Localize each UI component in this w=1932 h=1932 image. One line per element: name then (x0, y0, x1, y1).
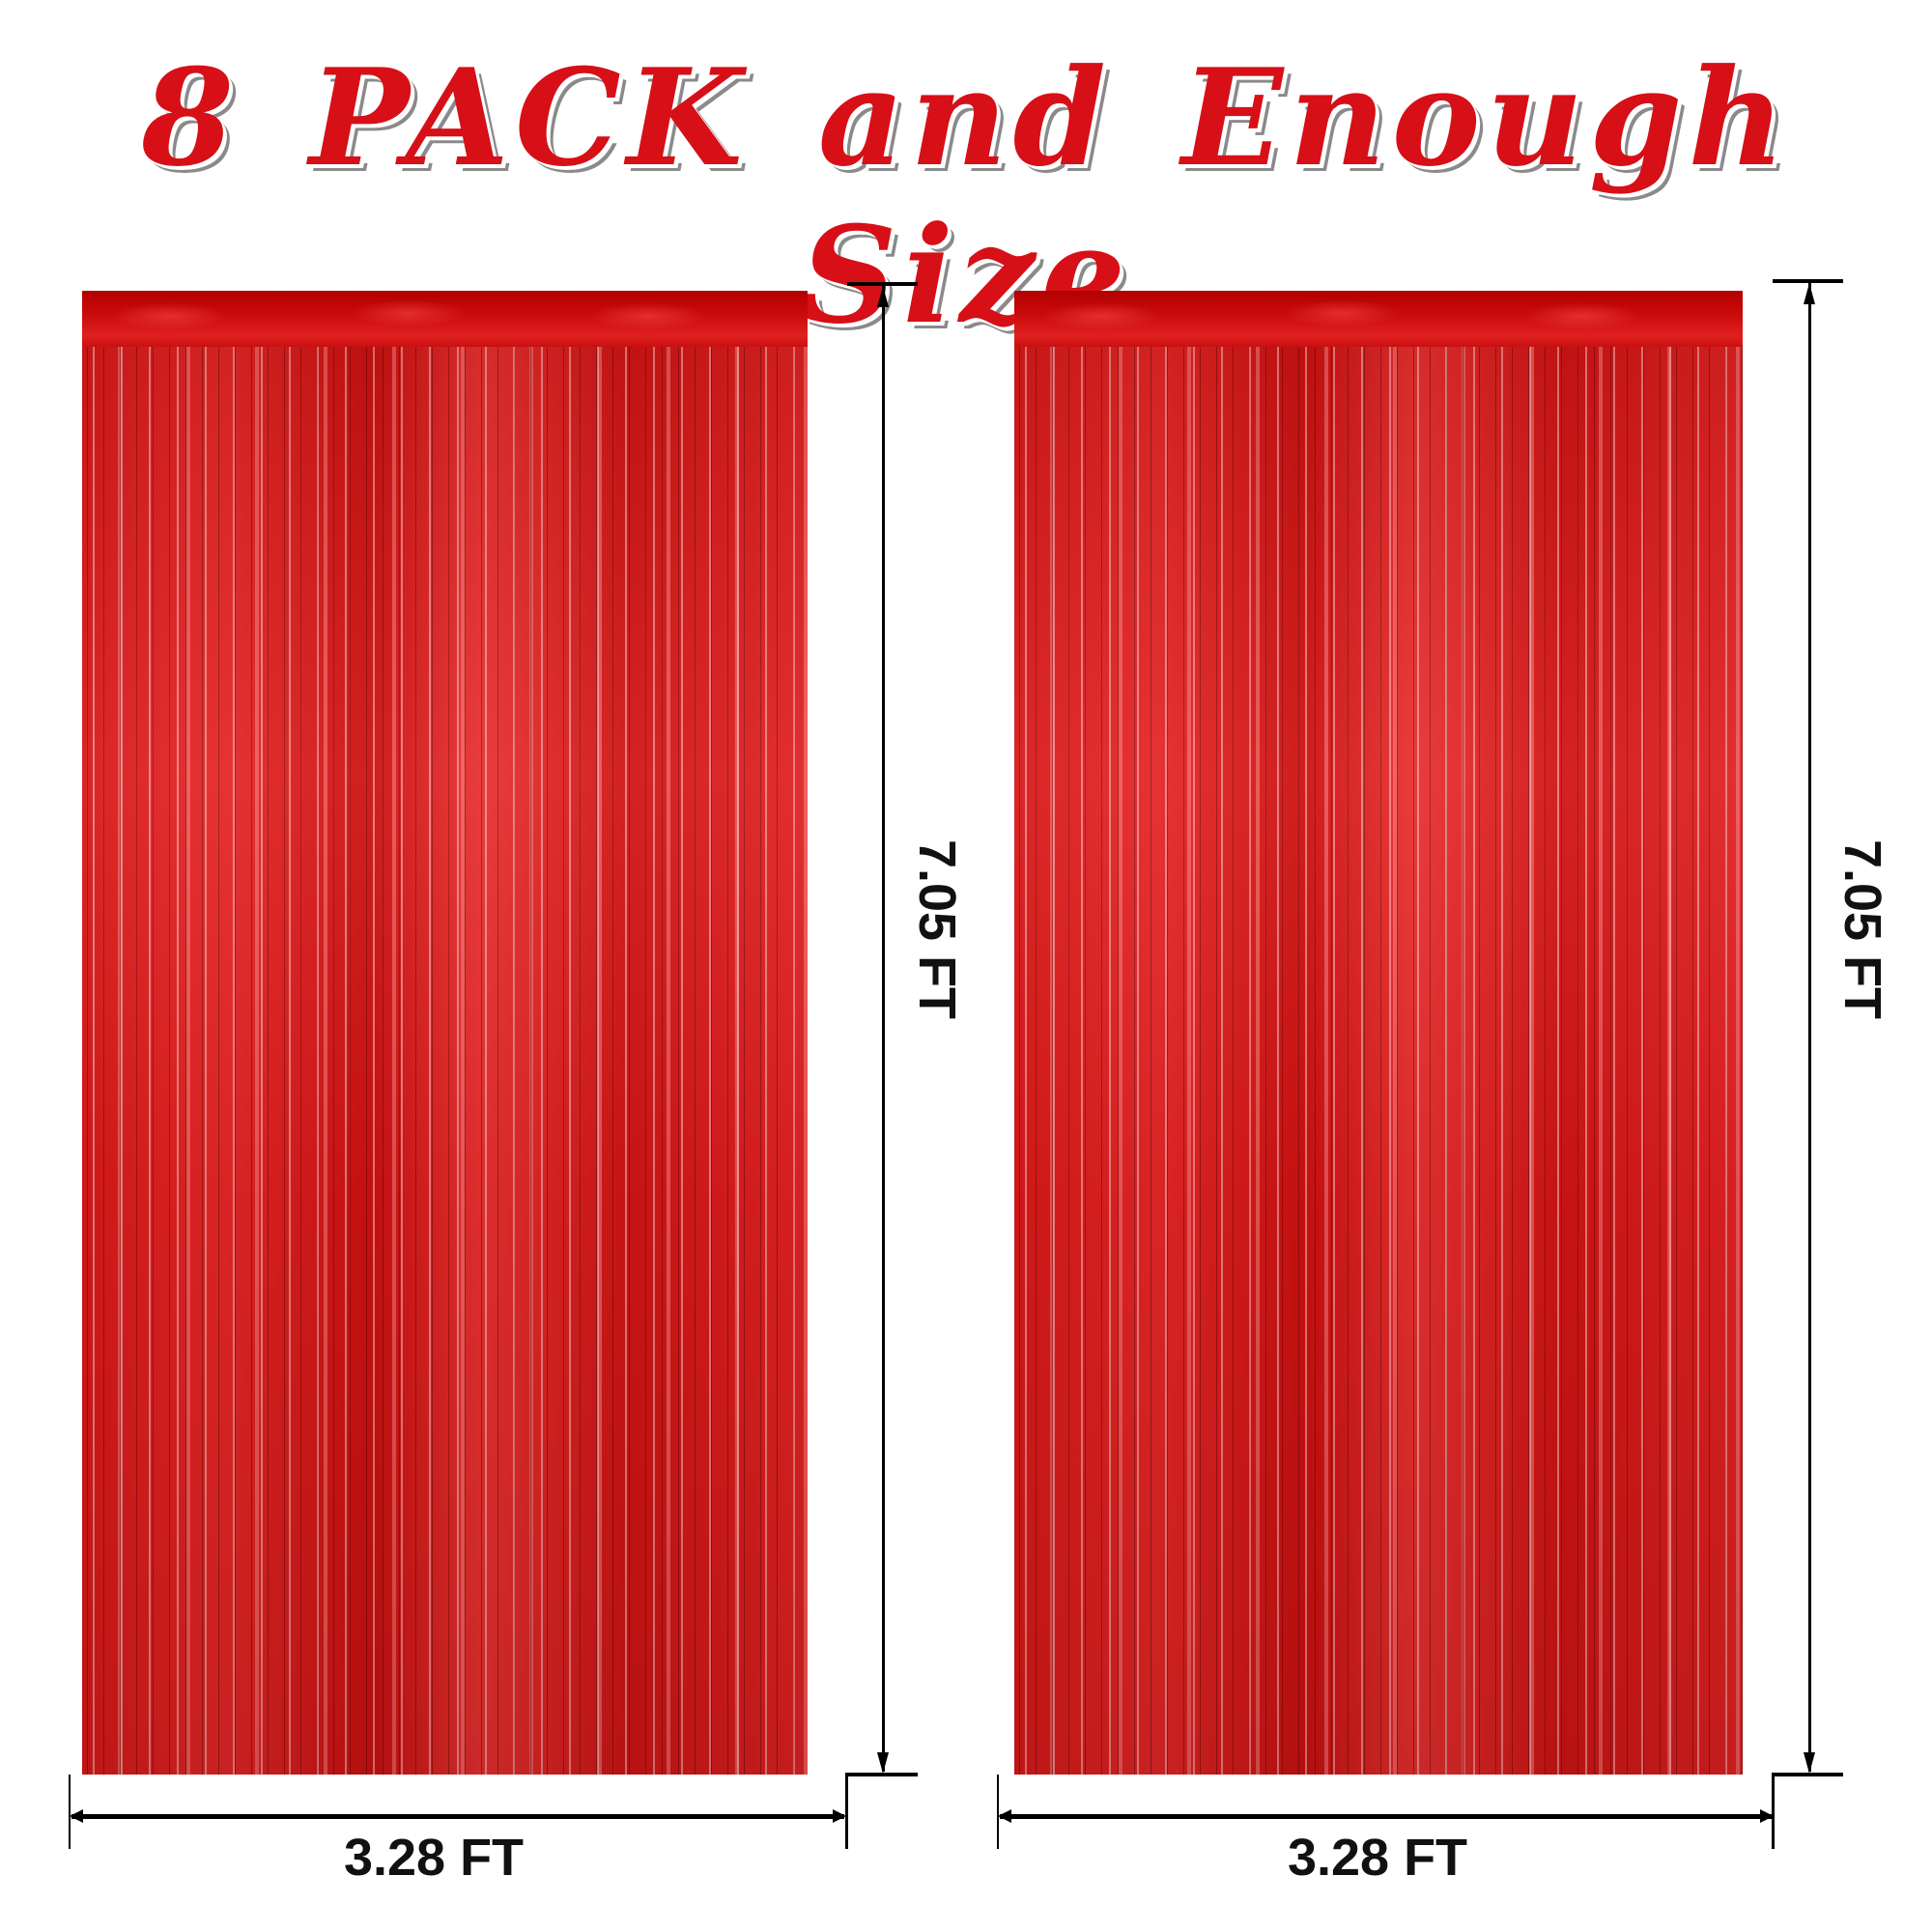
foil-curtain-left (82, 291, 808, 1775)
foil-curtain-right (1014, 291, 1743, 1775)
width-label: 3.28 FT (1287, 1829, 1468, 1887)
curtain-header-band (82, 291, 808, 347)
height-label: 7.05 FT (1833, 838, 1891, 1020)
width-label: 3.28 FT (343, 1829, 525, 1887)
height-label: 7.05 FT (908, 838, 966, 1020)
curtain-strands (1014, 347, 1743, 1775)
headline: 8 PACK and Enough Size (141, 39, 1791, 354)
curtain-header-band (1014, 291, 1743, 347)
curtain-strands (82, 347, 808, 1775)
